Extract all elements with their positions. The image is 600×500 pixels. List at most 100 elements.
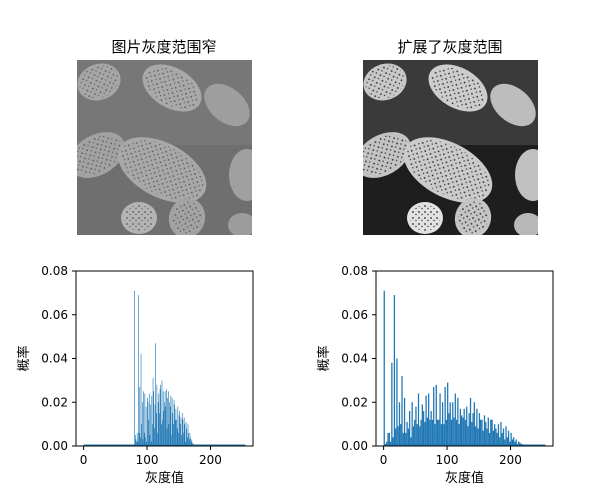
histogram-bar [458, 424, 460, 447]
histogram-bar [158, 393, 160, 446]
x-axis-label: 灰度值 [445, 470, 484, 486]
histogram-bar [504, 439, 506, 446]
histogram-bar [145, 437, 146, 446]
histogram-bar [157, 402, 159, 446]
histogram-bar [138, 432, 140, 447]
histogram-bar [187, 424, 189, 447]
y-axis-label: 概率 [16, 345, 32, 371]
histogram-bar [175, 408, 177, 446]
histogram-bar [457, 397, 459, 447]
histogram-bar [137, 441, 139, 447]
histogram-bar [152, 424, 153, 447]
histogram-bar [518, 441, 520, 447]
histogram-bar [480, 419, 482, 446]
histogram-bar [395, 428, 397, 446]
histogram-bar [151, 395, 153, 446]
histogram-bar [134, 290, 135, 446]
histogram-bar [190, 441, 192, 447]
histogram-bar [153, 391, 155, 446]
histogram-bar [467, 426, 469, 446]
histogram-bar [138, 295, 139, 446]
histogram-bar [450, 419, 453, 446]
histogram-bar [469, 397, 472, 447]
histogram-bar [505, 426, 507, 446]
histogram-bar [173, 400, 175, 446]
histogram-bar [392, 437, 394, 446]
histogram-bar [136, 441, 137, 447]
histogram-bar [507, 430, 510, 446]
histogram-bar [506, 437, 508, 446]
y-tick-label: 0.06 [341, 308, 368, 322]
histogram-bar [408, 411, 411, 446]
histogram-bar [149, 435, 151, 446]
histogram-bar [449, 402, 451, 446]
histogram-bar [170, 395, 172, 446]
histogram-bar [462, 417, 464, 446]
histogram-bar [478, 413, 481, 446]
histogram-bar [169, 402, 170, 446]
histogram-bar [152, 378, 154, 446]
histogram-bar [412, 426, 415, 446]
x-tick-label: 200 [499, 453, 522, 467]
histogram-bar [471, 421, 473, 446]
histogram-bar [161, 380, 163, 447]
histogram-bar [445, 419, 448, 446]
x-tick-label: 0 [80, 453, 88, 467]
histogram-bar [154, 404, 156, 446]
histogram-bar [146, 441, 148, 447]
histogram-bar [421, 404, 423, 446]
histogram-bar [494, 424, 496, 447]
histogram-bar [515, 439, 517, 446]
histogram-bar [425, 395, 427, 446]
histogram-bar [172, 413, 174, 446]
histogram-bar [169, 406, 171, 447]
histogram-bar [485, 421, 487, 446]
histogram-bar [452, 402, 454, 446]
histogram-bar [454, 393, 456, 446]
histogram-bar [166, 428, 168, 446]
histogram-bar [415, 406, 417, 447]
histogram-bar [174, 404, 175, 446]
histogram-bar [486, 428, 488, 446]
y-tick-label: 0.06 [41, 308, 68, 322]
x-tick-label: 100 [136, 453, 159, 467]
histogram-bar [154, 428, 155, 446]
y-tick-label: 0.00 [341, 439, 368, 453]
histogram-bar [444, 386, 446, 446]
histogram-bar [519, 442, 521, 446]
histogram-bar [388, 432, 390, 447]
histogram-bar [514, 441, 516, 447]
histogram-bar [428, 393, 430, 446]
histogram-bar [179, 411, 181, 446]
histogram-bar [174, 419, 176, 446]
histogram-bar [426, 417, 429, 446]
histogram-bar [440, 424, 442, 447]
histogram-bar [167, 397, 168, 447]
y-tick-label: 0.00 [41, 439, 68, 453]
histogram-bar [176, 428, 178, 446]
histogram-bar [417, 393, 420, 446]
histogram-bar [144, 393, 146, 446]
histogram-bar [402, 432, 404, 447]
histogram-bar [188, 432, 189, 447]
x-tick-label: 200 [199, 453, 222, 467]
y-tick-label: 0.02 [341, 395, 368, 409]
histogram-bar [502, 428, 505, 446]
histogram-bar [391, 362, 393, 447]
histogram-bar [407, 428, 409, 446]
histogram-bar [472, 413, 474, 446]
histogram-bar [173, 424, 174, 447]
expanded-gray-range-image [363, 60, 538, 235]
histogram-bar [148, 393, 150, 446]
histogram-bar [459, 408, 462, 446]
histogram-bar [420, 419, 422, 446]
histogram-bar [189, 432, 191, 447]
histogram-bar [509, 441, 511, 447]
histogram-bar [183, 417, 185, 446]
y-tick-label: 0.08 [41, 264, 68, 278]
histogram-bar [181, 413, 183, 446]
histogram-bar [448, 413, 450, 446]
histogram-bar [142, 439, 144, 446]
y-axis-label: 概率 [316, 345, 332, 371]
histogram-bar [401, 376, 403, 446]
